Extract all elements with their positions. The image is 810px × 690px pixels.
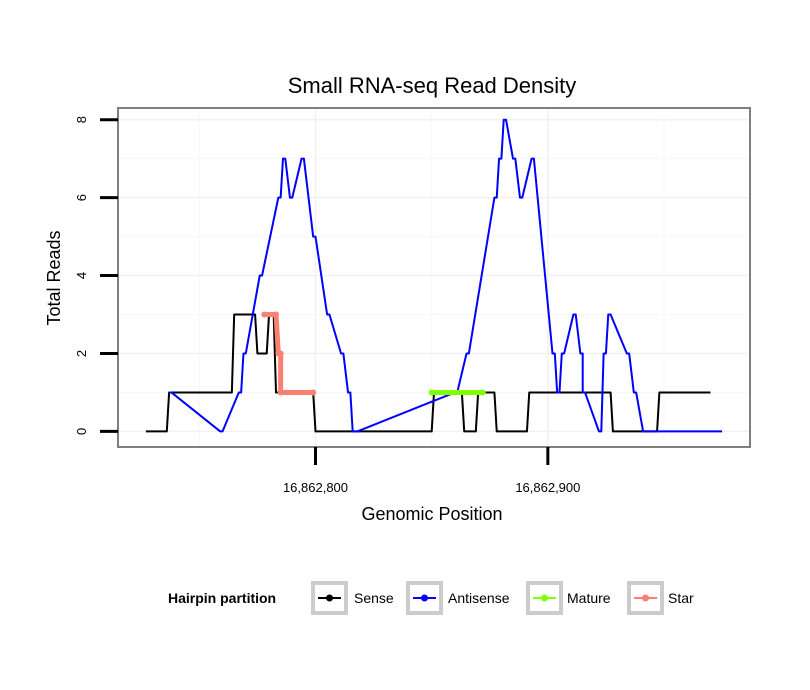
x-tick-label: 16,862,800 bbox=[283, 480, 348, 495]
series-point-star bbox=[261, 311, 268, 318]
series-layer bbox=[145, 118, 723, 433]
legend-label-star: Star bbox=[668, 590, 694, 606]
series-point-star bbox=[277, 389, 284, 396]
y-tick-label: 2 bbox=[74, 350, 89, 357]
x-axis-label: Genomic Position bbox=[361, 504, 502, 524]
series-point-star bbox=[310, 389, 317, 396]
series-point-star bbox=[277, 350, 284, 357]
y-axis-label: Total Reads bbox=[44, 230, 64, 325]
legend-key-point bbox=[421, 594, 428, 602]
legend-key-point bbox=[326, 594, 333, 602]
legend-key-point bbox=[541, 594, 548, 602]
legend: Hairpin partition Sense Antisense Mature St… bbox=[168, 581, 694, 615]
legend-label-antisense: Antisense bbox=[448, 590, 510, 606]
legend-key-point bbox=[642, 594, 649, 602]
legend-label-sense: Sense bbox=[354, 590, 394, 606]
chart-title: Small RNA-seq Read Density bbox=[288, 73, 577, 98]
series-line-sense bbox=[145, 313, 711, 433]
legend-title: Hairpin partition bbox=[168, 590, 276, 606]
series-point-mature bbox=[428, 389, 435, 396]
y-tick-label: 8 bbox=[74, 116, 89, 123]
series-line-antisense bbox=[169, 118, 723, 433]
y-axis: 0 2 4 6 8 bbox=[74, 116, 118, 435]
y-tick-label: 4 bbox=[74, 272, 89, 279]
series-point-star bbox=[273, 311, 279, 318]
y-tick-label: 0 bbox=[74, 428, 89, 435]
y-tick-label: 6 bbox=[74, 194, 89, 201]
x-axis: 16,862,800 16,862,900 bbox=[283, 447, 580, 495]
grid bbox=[118, 108, 750, 447]
plot-frame bbox=[117, 107, 751, 448]
x-tick-label: 16,862,900 bbox=[515, 480, 580, 495]
series-point-mature bbox=[479, 389, 486, 396]
legend-label-mature: Mature bbox=[567, 590, 611, 606]
